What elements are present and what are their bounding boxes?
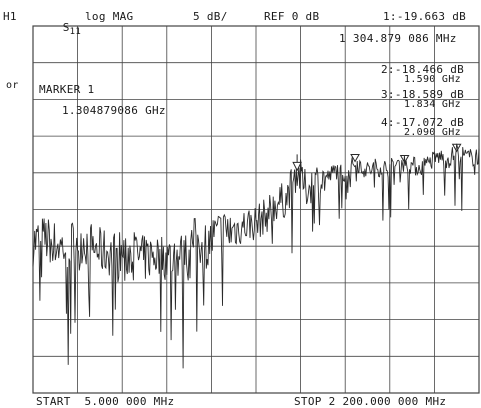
trace-line (32, 143, 480, 369)
marker-row-2-frequency: 1.590 GHz (404, 74, 461, 85)
marker-symbol (451, 143, 462, 153)
marker-frequency: 1.304879086 GHz (62, 104, 166, 117)
marker-row-1-value: 1 304.879 086 MHz (339, 32, 457, 45)
marker-row-4-frequency: 2.090 GHz (404, 127, 461, 138)
format-label: log MAG (85, 10, 134, 23)
marker-title: MARKER 1 (39, 83, 95, 96)
scale-label: 5 dB/ (193, 10, 228, 23)
active-marker-readout: 1:-19.663 dB (383, 10, 467, 23)
marker-row-2-value: 2:-18.466 dB (381, 63, 465, 76)
marker-3 (399, 154, 410, 164)
channel-label: H1 (3, 10, 17, 23)
marker-row-4-value: 4:-17.072 dB (381, 116, 465, 129)
parameter-main: S (62, 21, 70, 34)
marker-symbol (292, 154, 302, 172)
marker-row-3-frequency: 1.834 GHz (404, 99, 461, 110)
parameter-label: S11 (35, 10, 81, 47)
marker-symbol (350, 154, 360, 163)
stop-frequency-label: STOP 2 200.000 000 MHz (294, 395, 447, 408)
side-label: or (6, 80, 19, 91)
marker-2 (350, 154, 360, 163)
marker-symbol (399, 154, 410, 164)
reference-label: REF 0 dB (264, 10, 320, 23)
marker-1 (292, 154, 302, 172)
marker-4 (451, 143, 462, 153)
parameter-sub: 11 (69, 27, 82, 37)
marker-row-3-value: 3:-18.589 dB (381, 88, 465, 101)
start-frequency-label: START 5.000 000 MHz (36, 395, 175, 408)
